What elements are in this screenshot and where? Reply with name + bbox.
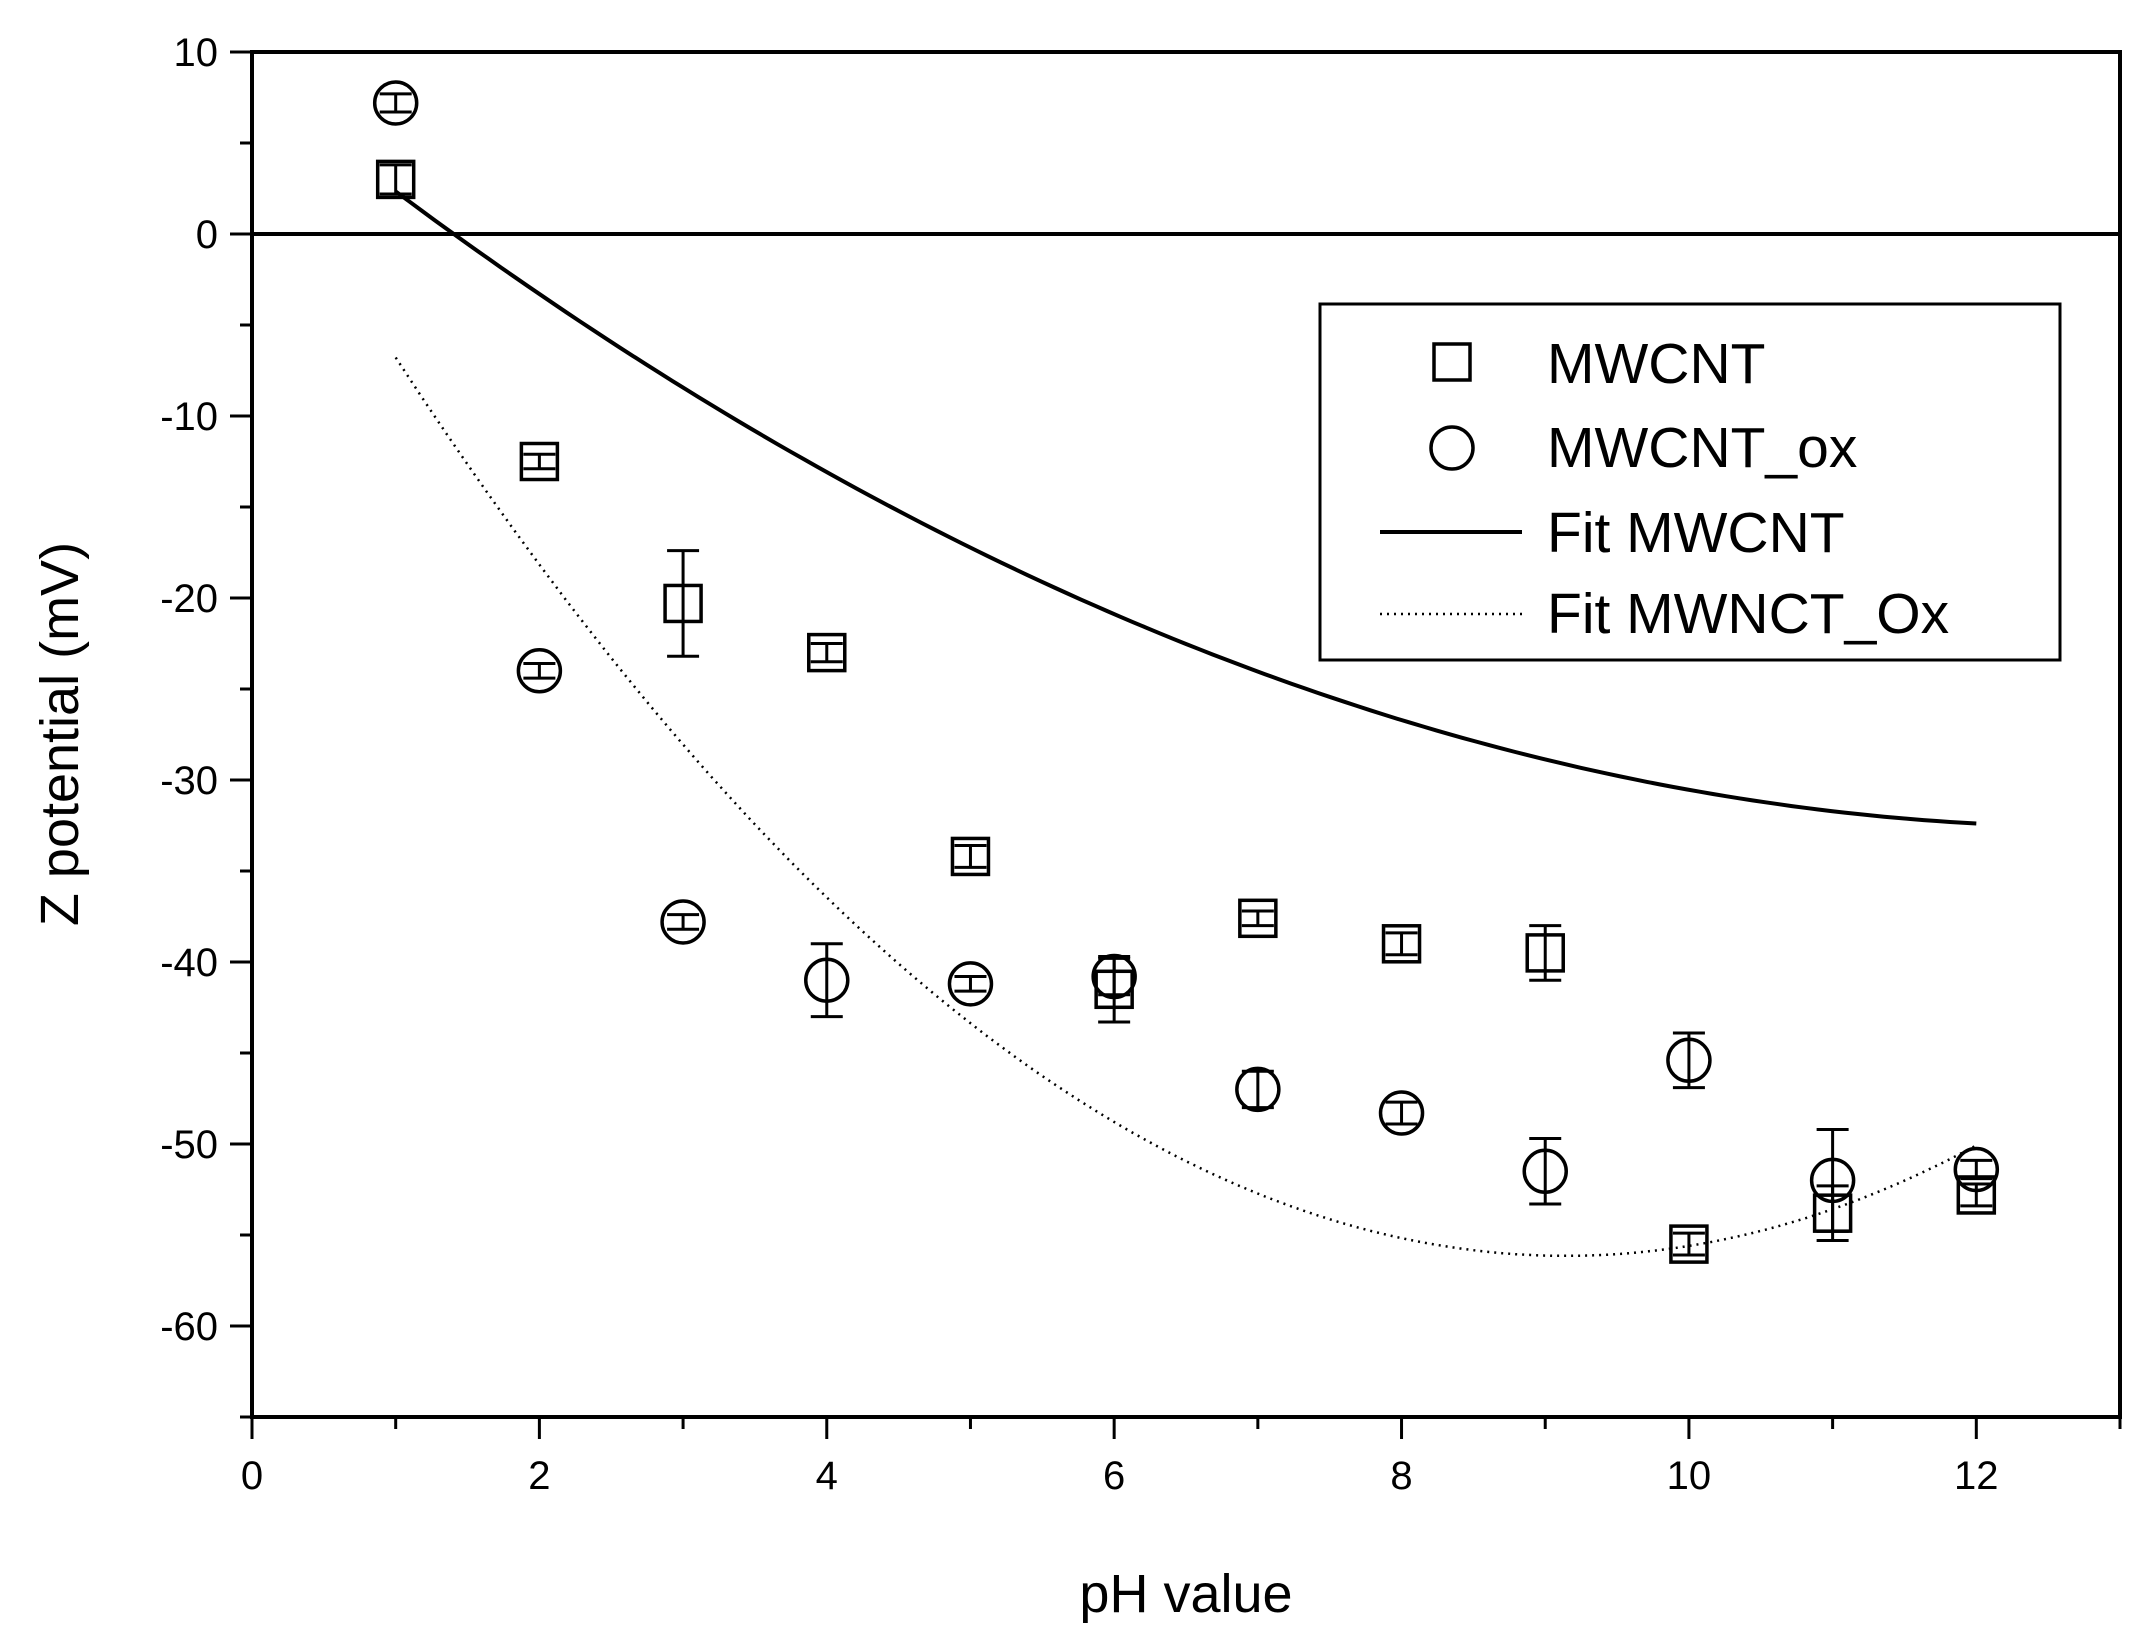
x-tick-label: 4: [816, 1454, 838, 1498]
legend-swatch-circle: [1429, 425, 1475, 471]
legend-label-fit-mwcnt: Fit MWCNT: [1547, 501, 1845, 565]
y-tick-label: 0: [196, 213, 218, 257]
marker-circle-mwcnt-ox: [1091, 953, 1137, 1000]
marker-circle-mwcnt-ox: [804, 957, 850, 1003]
marker-square-mwcnt: [950, 836, 991, 877]
marker-circle-mwcnt-ox: [1378, 1090, 1425, 1136]
legend-label-fit-mwnct-ox: Fit MWNCT_Ox: [1547, 582, 1949, 646]
legend: MWCNT MWCNT_ox Fit MWCNT Fit MWNCT_Ox: [1318, 302, 2062, 662]
marker-square-mwcnt: [375, 159, 416, 200]
y-tick-label: -30: [160, 759, 218, 803]
y-tick-label: -50: [160, 1123, 218, 1167]
marker-square-mwcnt: [663, 583, 703, 624]
marker-circle-mwcnt-ox: [660, 899, 706, 945]
marker-circle-mwcnt-ox: [1235, 1066, 1281, 1113]
y-tick-label: -10: [160, 395, 218, 439]
marker-square-mwcnt: [1238, 898, 1278, 939]
marker-circle-mwcnt-ox: [1522, 1148, 1568, 1195]
marker-circle-mwcnt-ox: [1953, 1146, 2000, 1193]
fit-curve-mwcnt: [394, 189, 1977, 826]
x-axis-title: pH value: [1079, 1564, 1292, 1624]
x-tick-label: 10: [1667, 1454, 1712, 1498]
marker-circle-mwcnt-ox: [372, 80, 419, 126]
x-tick-label: 12: [1954, 1454, 1999, 1498]
fit-curves: [394, 189, 1977, 1258]
marker-circle-mwcnt-ox: [947, 961, 994, 1007]
marker-circle-mwcnt-ox: [1809, 1157, 1856, 1204]
y-tick-label: 10: [174, 31, 219, 75]
x-tick-label: 2: [528, 1454, 550, 1498]
x-tick-label: 8: [1390, 1454, 1412, 1498]
marker-square-mwcnt: [1381, 924, 1422, 964]
y-tick-label: -60: [160, 1305, 218, 1349]
marker-circle-mwcnt-ox: [1666, 1037, 1712, 1084]
x-tick-label: 0: [241, 1454, 263, 1498]
tick-labels: 0 2 4 6 8 10 12 10 0 -10 -20 -30 -40 -50 -60: [160, 31, 1998, 1498]
legend-label-mwcnt-ox: MWCNT_ox: [1547, 416, 1857, 480]
marker-square-mwcnt: [519, 441, 560, 482]
marker-square-mwcnt: [1669, 1224, 1709, 1264]
legend-swatch-square: [1432, 342, 1472, 382]
axis-ticks: [230, 50, 2122, 1439]
x-tick-label: 6: [1103, 1454, 1125, 1498]
y-tick-label: -40: [160, 941, 218, 985]
y-axis-title: Z potential (mV): [30, 542, 90, 926]
plot-area: [250, 50, 2122, 1419]
marker-circle-mwcnt-ox: [516, 648, 563, 694]
marker-square-mwcnt: [1525, 933, 1565, 973]
y-tick-label: -20: [160, 577, 218, 621]
legend-label-mwcnt: MWCNT: [1547, 332, 1765, 396]
data-markers: [372, 80, 2000, 1264]
marker-square-mwcnt: [807, 632, 847, 673]
legend-box: [1318, 302, 2062, 662]
